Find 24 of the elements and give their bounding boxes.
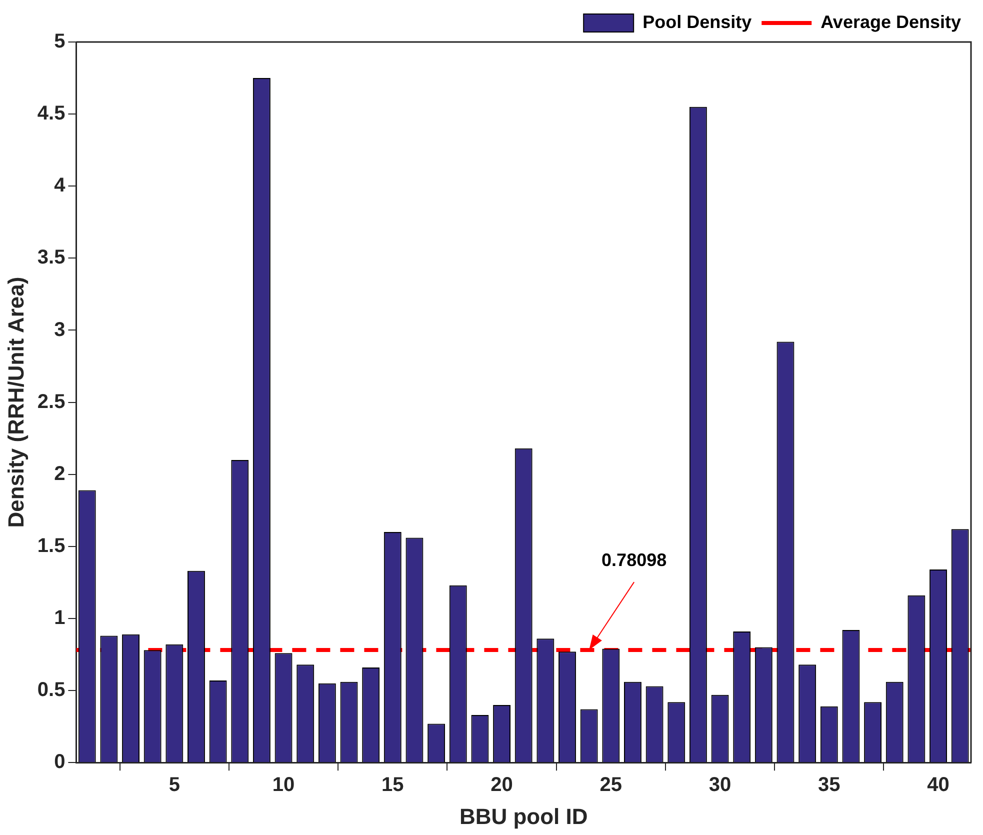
y-tick-label: 2.5 (37, 390, 66, 413)
y-tick-label: 1 (54, 606, 66, 629)
x-tick-label: 40 (927, 774, 950, 796)
y-tick-label: 2 (54, 462, 66, 485)
y-tick-label: 4.5 (37, 102, 66, 125)
y-tick-label: 5 (54, 30, 66, 53)
x-tick-label: 30 (708, 774, 732, 796)
legend-label: Average Density (820, 12, 962, 32)
x-tick-label: 10 (272, 774, 295, 796)
y-axis-title: Density (RRH/Unit Area) (3, 276, 28, 528)
annotation: 0.78098 (602, 550, 667, 570)
y-tick-label: 3.5 (37, 246, 66, 269)
x-tick-label: 5 (168, 774, 180, 796)
y-tick-label: 1.5 (37, 534, 66, 557)
x-tick-label: 20 (490, 774, 513, 796)
y-tick-label: 0.5 (37, 679, 66, 702)
y-tick-label: 4 (54, 174, 66, 197)
legend-label: Pool Density (642, 12, 752, 32)
x-tick-label: 35 (818, 774, 840, 796)
x-tick-label: 15 (382, 774, 404, 796)
x-axis-title: BBU pool ID (459, 804, 588, 829)
y-tick-label: 3 (54, 318, 66, 341)
y-tick-label: 0 (54, 751, 66, 774)
x-tick-label: 25 (600, 774, 622, 796)
